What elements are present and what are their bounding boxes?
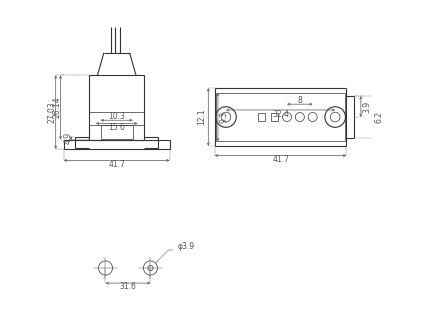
Text: 12.1: 12.1 <box>198 109 206 125</box>
Bar <box>271 113 277 121</box>
Text: 31.6: 31.6 <box>120 283 137 292</box>
Text: 32.4: 32.4 <box>272 110 289 119</box>
Text: 4.9: 4.9 <box>64 132 73 144</box>
Text: φ3.9: φ3.9 <box>177 242 195 251</box>
Text: 6.2: 6.2 <box>374 111 383 123</box>
Text: 27.03: 27.03 <box>47 101 56 123</box>
Text: 9.3: 9.3 <box>219 111 228 123</box>
Text: 26.14: 26.14 <box>53 97 62 118</box>
Text: 10.3: 10.3 <box>108 112 125 121</box>
Text: 41.7: 41.7 <box>272 155 289 164</box>
Text: 8: 8 <box>297 96 302 105</box>
Text: 15.6: 15.6 <box>108 123 125 132</box>
Bar <box>258 113 265 121</box>
Text: 41.7: 41.7 <box>108 160 125 169</box>
Text: 3.9: 3.9 <box>362 100 371 113</box>
